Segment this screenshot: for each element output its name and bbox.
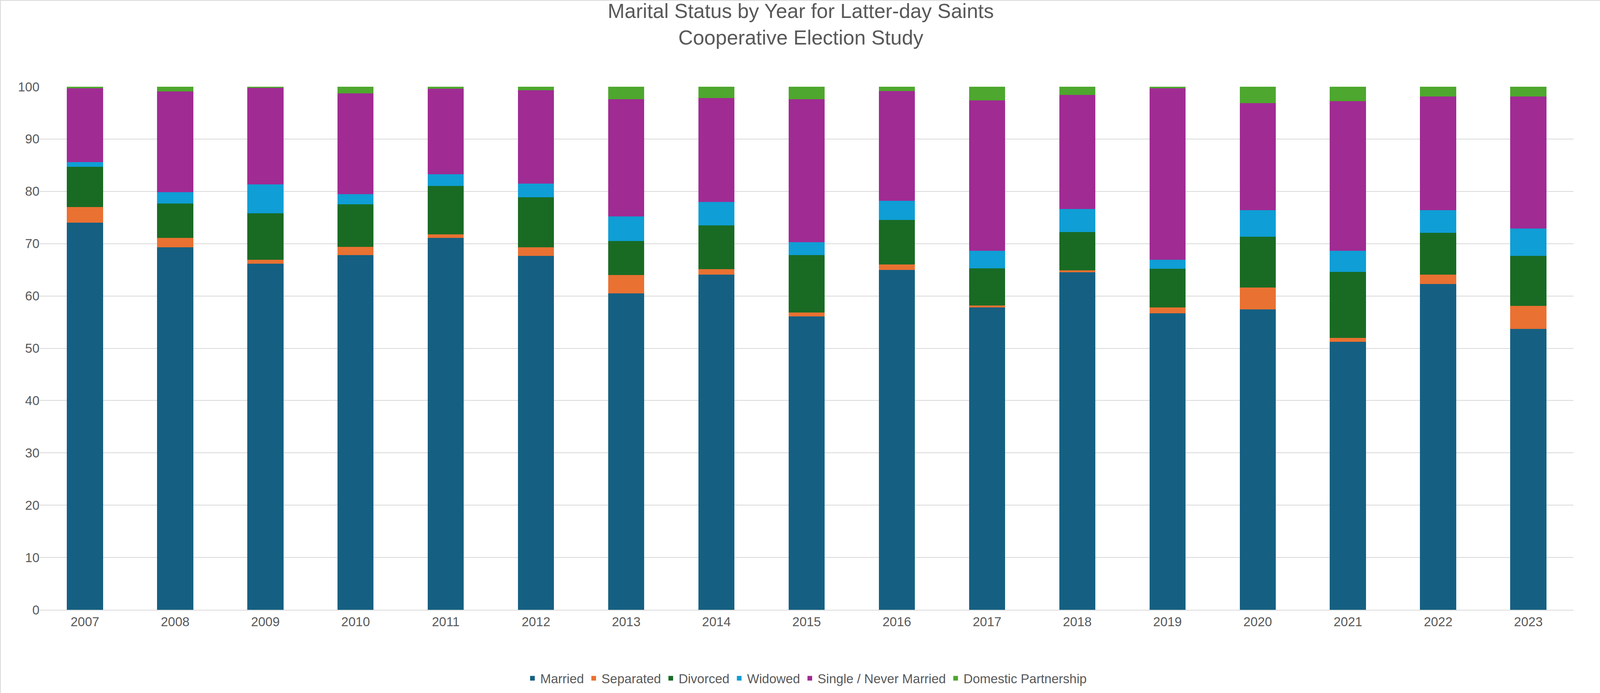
svg-text:Marital Status by Year for Lat: Marital Status by Year for Latter-day Sa… — [607, 0, 995, 49]
svg-text:Domestic Partnership: Domestic Partnership — [963, 671, 1087, 686]
svg-text:2019: 2019 — [1153, 614, 1182, 629]
svg-text:10: 10 — [25, 550, 40, 565]
svg-text:2023: 2023 — [1514, 614, 1543, 629]
svg-text:2015: 2015 — [792, 614, 821, 629]
svg-text:Separated: Separated — [601, 671, 661, 686]
svg-text:2018: 2018 — [1062, 614, 1092, 629]
svg-text:Widowed: Widowed — [746, 671, 800, 686]
svg-text:2008: 2008 — [160, 614, 190, 629]
svg-text:2022: 2022 — [1423, 614, 1453, 629]
svg-text:2012: 2012 — [521, 614, 550, 629]
svg-text:2009: 2009 — [251, 614, 280, 629]
svg-text:2010: 2010 — [341, 614, 370, 629]
svg-text:80: 80 — [25, 183, 40, 199]
svg-text:Divorced: Divorced — [678, 671, 730, 686]
svg-text:0: 0 — [32, 602, 40, 618]
svg-text:2020: 2020 — [1243, 614, 1272, 629]
svg-text:2016: 2016 — [882, 614, 911, 629]
svg-text:2007: 2007 — [70, 614, 100, 629]
svg-text:60: 60 — [25, 288, 40, 304]
svg-text:70: 70 — [25, 236, 40, 251]
svg-text:Single / Never Married: Single / Never Married — [817, 671, 946, 686]
svg-text:2014: 2014 — [701, 614, 731, 629]
svg-text:20: 20 — [25, 498, 40, 513]
svg-text:30: 30 — [25, 445, 40, 461]
svg-text:2021: 2021 — [1333, 614, 1363, 629]
svg-text:2013: 2013 — [611, 614, 641, 629]
svg-text:2017: 2017 — [972, 614, 1002, 629]
svg-text:100: 100 — [17, 79, 40, 95]
svg-text:Married: Married — [540, 671, 584, 686]
svg-text:50: 50 — [25, 341, 40, 356]
svg-text:90: 90 — [25, 131, 40, 147]
svg-text:2011: 2011 — [432, 614, 460, 629]
svg-text:40: 40 — [25, 393, 40, 408]
